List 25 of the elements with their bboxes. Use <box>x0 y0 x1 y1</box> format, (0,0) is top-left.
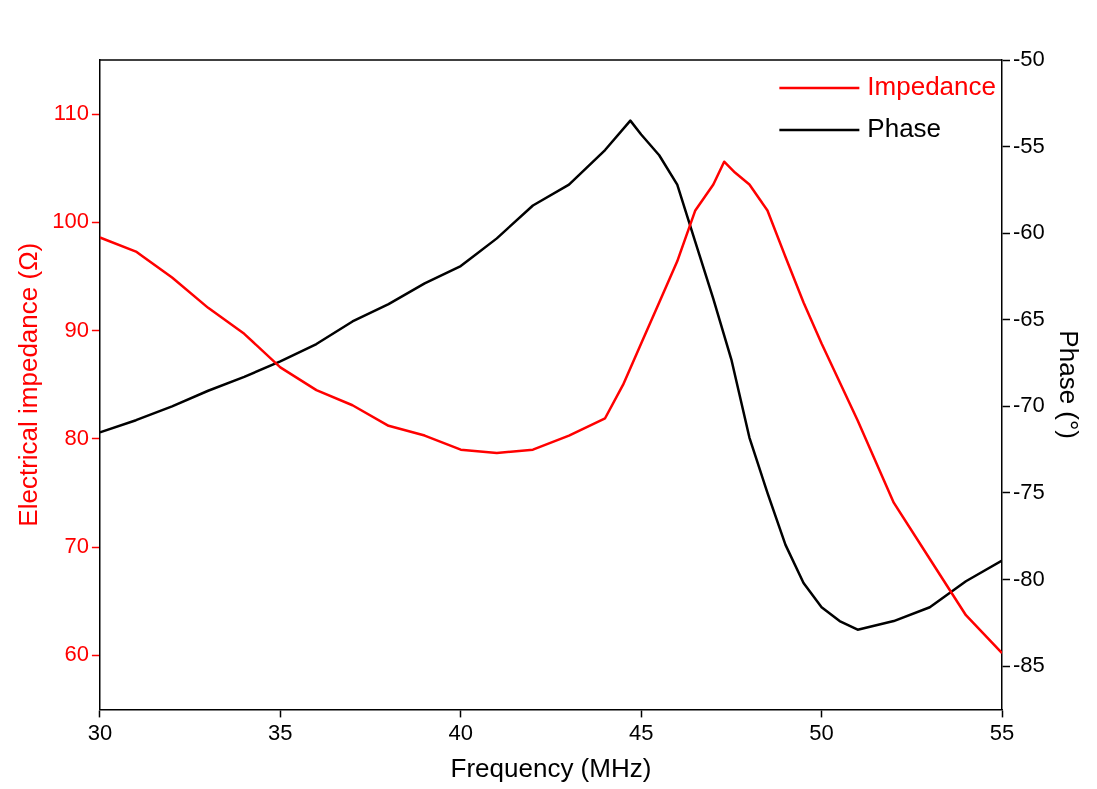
legend-label: Phase <box>867 113 942 144</box>
x-tick-label: 50 <box>809 719 834 745</box>
y2-tick-label: -85 <box>1013 652 1045 678</box>
y2-tick-label: -80 <box>1013 565 1045 591</box>
y-tick-label: 80 <box>64 424 89 450</box>
y2-tick-label: -70 <box>1013 392 1045 418</box>
y2-axis-title: Phase (°) <box>1054 330 1085 440</box>
x-tick-label: 45 <box>628 719 654 745</box>
y2-tick-label: -60 <box>1013 219 1045 245</box>
y-tick-label: 70 <box>64 533 89 559</box>
y-tick-label: 110 <box>53 100 89 126</box>
y-tick-label: 90 <box>64 316 89 342</box>
y2-tick-label: -65 <box>1013 305 1045 331</box>
legend-label: Impedance <box>867 71 997 102</box>
x-tick-label: 35 <box>268 719 293 745</box>
y2-tick-label: -75 <box>1013 479 1045 504</box>
y-tick-label: 60 <box>64 641 89 667</box>
x-tick-label: 40 <box>448 719 473 745</box>
x-axis-title: Frequency (MHz) <box>450 752 652 783</box>
x-tick-label: 30 <box>87 719 113 745</box>
y2-tick-label: -50 <box>1013 46 1045 72</box>
y-axis-title: Electrical impedance (Ω) <box>12 242 43 527</box>
y-tick-label: 100 <box>52 208 89 234</box>
y2-tick-label: -55 <box>1013 132 1045 158</box>
x-tick-label: 55 <box>989 719 1015 745</box>
